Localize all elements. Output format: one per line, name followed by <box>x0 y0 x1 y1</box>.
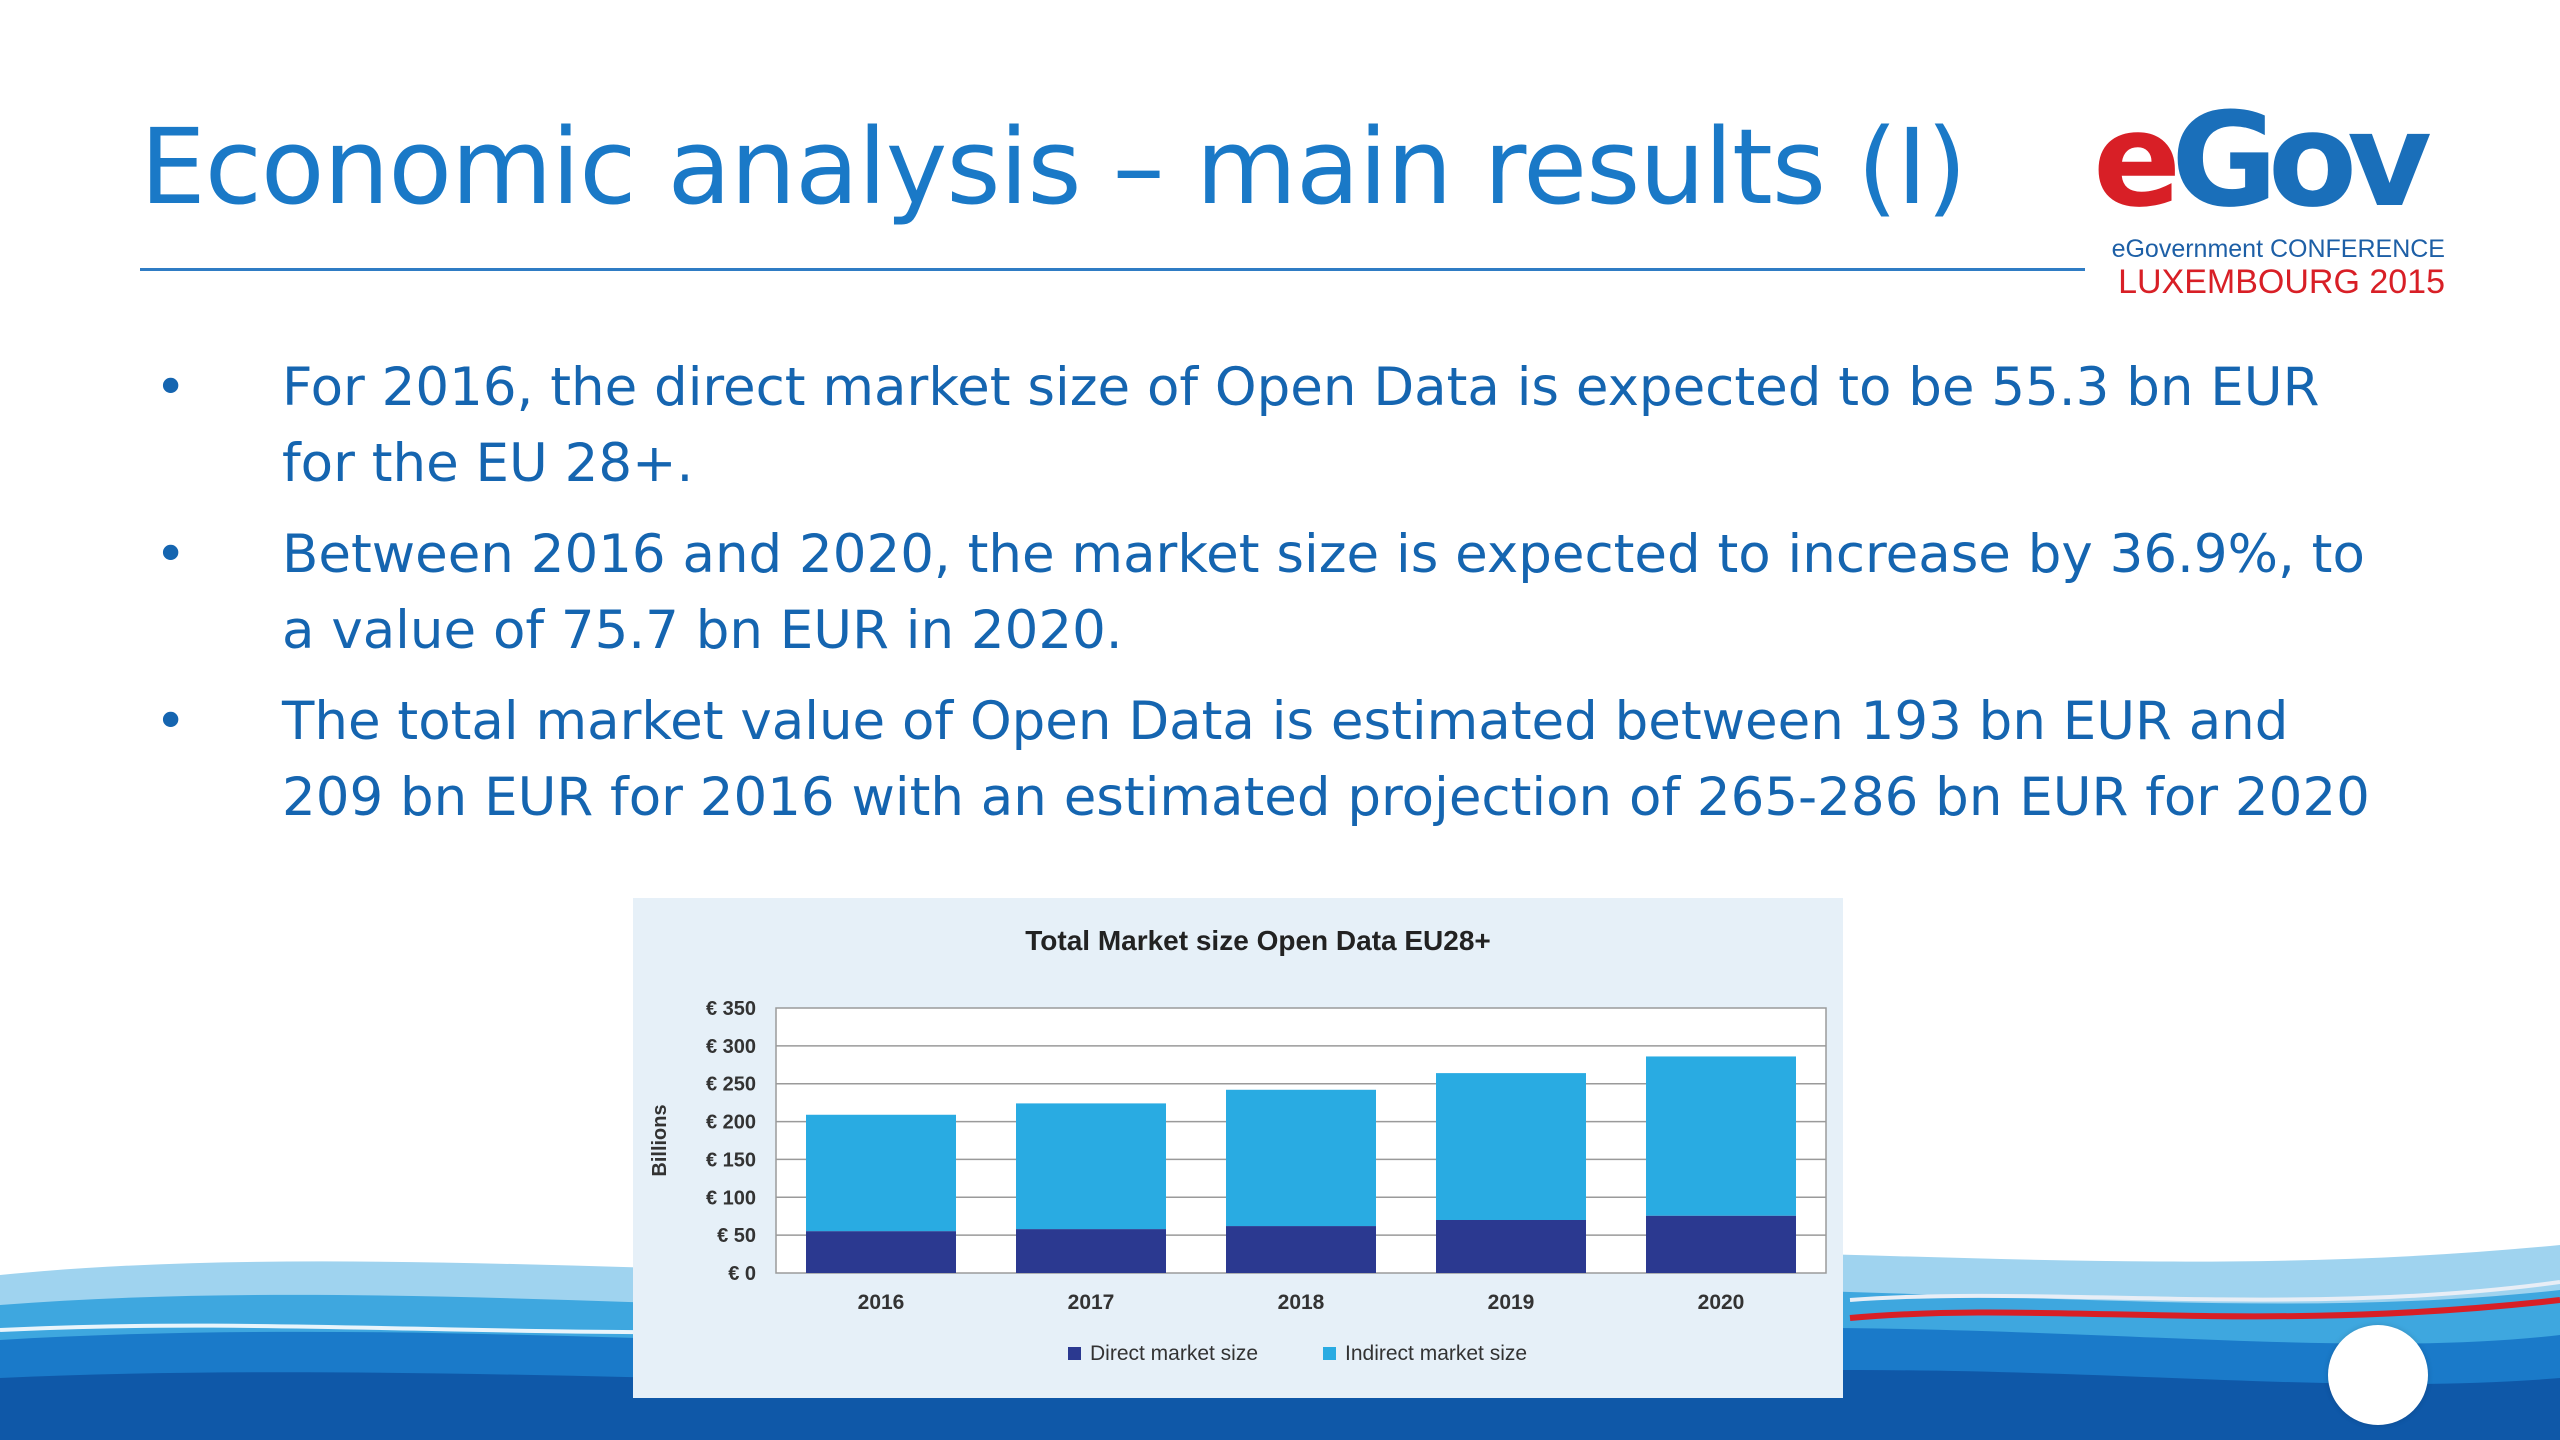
bar-segment <box>1436 1073 1586 1220</box>
bar-segment <box>1436 1220 1586 1273</box>
legend-label: Indirect market size <box>1345 1342 1527 1365</box>
bullet-dot: • <box>155 357 187 418</box>
bullet-item: • Between 2016 and 2020, the market size… <box>140 517 2400 669</box>
y-tick-label: € 0 <box>728 1263 756 1285</box>
bar-segment <box>1016 1103 1166 1230</box>
x-tick-label: 2017 <box>1068 1291 1115 1314</box>
egov-logo: eGov eGovernment CONFERENCE LUXEMBOURG 2… <box>2085 95 2465 305</box>
bullet-item: • For 2016, the direct market size of Op… <box>140 350 2400 502</box>
bar-segment <box>1646 1056 1796 1216</box>
logo-wordmark: eGov <box>2093 95 2432 225</box>
y-tick-label: € 50 <box>717 1225 756 1247</box>
y-tick-label: € 100 <box>706 1187 756 1209</box>
bullet-text: For 2016, the direct market size of Open… <box>282 357 2320 494</box>
y-tick-label: € 150 <box>706 1149 756 1171</box>
logo-subtitle: eGovernment CONFERENCE <box>2111 235 2445 263</box>
x-tick-label: 2019 <box>1488 1291 1535 1314</box>
bullet-list: • For 2016, the direct market size of Op… <box>140 350 2400 851</box>
legend-swatch <box>1068 1347 1081 1360</box>
x-tick-label: 2020 <box>1698 1291 1745 1314</box>
bullet-text: Between 2016 and 2020, the market size i… <box>282 524 2365 661</box>
bar-segment <box>1016 1229 1166 1273</box>
bullet-dot: • <box>155 691 187 752</box>
corner-circle <box>2328 1325 2428 1425</box>
bar-segment <box>1646 1215 1796 1273</box>
bar-segment <box>806 1231 956 1273</box>
x-tick-label: 2016 <box>858 1291 905 1314</box>
chart-canvas: Total Market size Open Data EU28+ € 0 € 50… <box>649 925 1827 1365</box>
bullet-dot: • <box>155 524 187 585</box>
x-tick-label: 2018 <box>1278 1291 1325 1314</box>
market-size-chart: Total Market size Open Data EU28+ € 0 € 50… <box>633 898 1843 1398</box>
y-tick-label: € 350 <box>706 998 756 1020</box>
y-tick-label: € 200 <box>706 1112 756 1134</box>
title-divider <box>140 268 2085 271</box>
chart-title: Total Market size Open Data EU28+ <box>1025 925 1491 956</box>
bar-segment <box>1226 1226 1376 1273</box>
legend-swatch <box>1323 1347 1336 1360</box>
logo-place: LUXEMBOURG 2015 <box>2118 263 2445 301</box>
logo-letter-e: e <box>2093 84 2181 236</box>
y-axis-label: Billions <box>649 1104 671 1176</box>
bar-segment <box>806 1114 956 1232</box>
legend-label: Direct market size <box>1090 1342 1258 1365</box>
y-tick-label: € 250 <box>706 1074 756 1096</box>
bar-segment <box>1226 1089 1376 1227</box>
y-tick-label: € 300 <box>706 1036 756 1058</box>
slide-title: Economic analysis – main results (I) <box>140 106 1967 228</box>
bullet-item: • The total market value of Open Data is… <box>140 684 2400 836</box>
bullet-text: The total market value of Open Data is e… <box>282 691 2370 828</box>
logo-letters-gov: Gov <box>2171 84 2432 236</box>
